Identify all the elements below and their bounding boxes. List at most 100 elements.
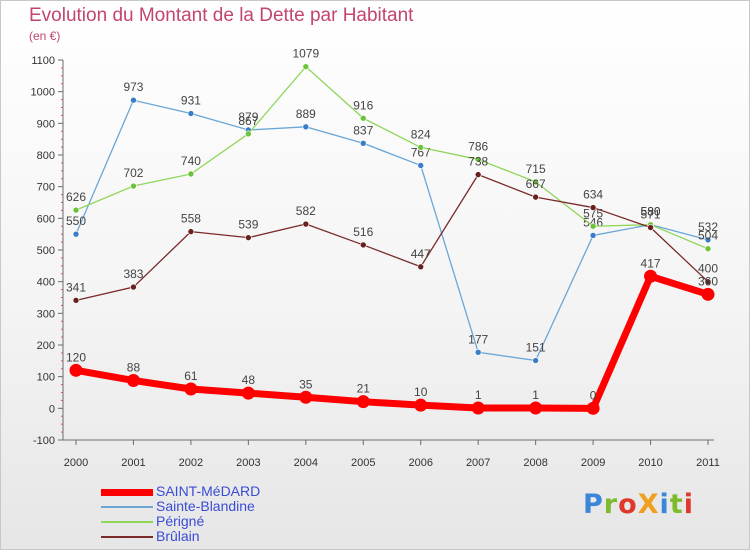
data-point [532,178,539,186]
y-tick-label: 500 [37,245,55,257]
data-point [72,297,80,304]
data-point [184,382,198,396]
data-point [532,357,539,364]
data-label: 889 [296,107,316,121]
data-label: 48 [242,373,256,387]
chart-title: Evolution du Montant de la Dette par Hab… [29,5,414,26]
x-tick-label: 2007 [466,457,490,469]
y-tick-label: 400 [37,277,55,289]
y-tick-label: 600 [37,213,55,225]
y-tick-label: 900 [37,118,55,130]
series-line-1 [75,99,709,362]
y-tick-label: 800 [37,150,55,162]
data-label: 715 [526,162,546,176]
data-label: 120 [66,350,86,364]
data-point [359,139,367,147]
series-line-3 [75,173,709,302]
data-point [589,222,597,230]
data-label: 626 [66,190,86,204]
data-label: 504 [698,229,718,243]
data-label: 61 [184,369,198,383]
data-label: 341 [66,280,86,294]
legend-label: SAINT-MéDARD [156,483,261,499]
data-point [704,245,712,253]
data-point [130,182,137,190]
y-tick-label: 200 [37,340,55,352]
data-point [586,401,600,415]
data-label: 88 [127,360,141,374]
data-point [245,130,252,138]
data-label: 1079 [292,47,319,61]
data-point [532,193,539,201]
x-tick-label: 2009 [581,457,605,469]
data-point [647,224,654,231]
proxiti-logo: ProXiti [583,489,694,520]
data-label: 516 [353,225,373,239]
data-point [359,241,367,249]
data-point [72,206,80,214]
legend-label: Périgné [156,513,205,529]
x-tick-label: 2004 [294,457,318,469]
data-label: 867 [238,114,258,128]
series-line-2 [75,66,709,250]
data-label: 1 [532,388,539,402]
series-line-0 [72,272,712,412]
data-label: 10 [414,385,428,399]
data-point [187,170,195,178]
data-point [356,395,370,409]
data-label: 532 [698,220,718,234]
data-point [241,386,255,400]
data-point [704,278,712,285]
data-point [187,228,195,235]
data-label: 383 [123,267,143,281]
data-point [302,220,310,228]
y-tick-label: 700 [37,182,55,194]
data-label: 447 [411,247,431,261]
data-label: 837 [353,123,373,137]
y-tick-label: 300 [37,308,55,320]
legend-label: Brûlain [156,528,200,544]
data-label: 879 [238,110,258,124]
data-point [589,204,597,211]
data-point [701,287,715,301]
x-tick-label: 2006 [408,457,432,469]
data-label: 177 [468,332,488,346]
data-label: 667 [526,177,546,191]
data-point [417,144,425,151]
data-label: 360 [698,274,718,288]
y-tick-label: 100 [37,372,55,384]
data-point [130,96,137,104]
data-point [417,263,425,271]
x-tick-label: 2010 [638,457,662,469]
data-label: 550 [66,214,86,228]
data-point [245,234,252,241]
data-label: 1 [475,388,482,402]
data-point [187,110,195,117]
data-label: 580 [641,205,661,219]
chart-unit: (en €) [29,29,61,43]
x-tick-label: 2001 [121,457,145,469]
data-label: 931 [181,94,201,108]
x-tick-label: 2002 [179,457,203,469]
data-label: 35 [299,377,313,391]
data-point [474,156,482,163]
x-tick-label: 2008 [523,457,547,469]
data-label: 582 [296,204,316,218]
x-tick-label: 2011 [696,457,720,469]
legend-swatch [101,536,153,538]
legend-swatch [101,488,153,496]
data-label: 400 [698,262,718,276]
data-label: 21 [357,382,371,396]
data-point [414,398,428,412]
legend-swatch [101,506,153,508]
data-label: 740 [181,154,201,168]
x-tick-label: 2000 [64,457,88,469]
x-tick-label: 2005 [351,457,375,469]
data-point [359,114,367,122]
data-point [130,283,137,291]
data-label: 824 [411,127,431,141]
data-point [417,162,425,169]
data-label: 786 [468,139,488,153]
y-tick-label: 1100 [31,55,55,67]
